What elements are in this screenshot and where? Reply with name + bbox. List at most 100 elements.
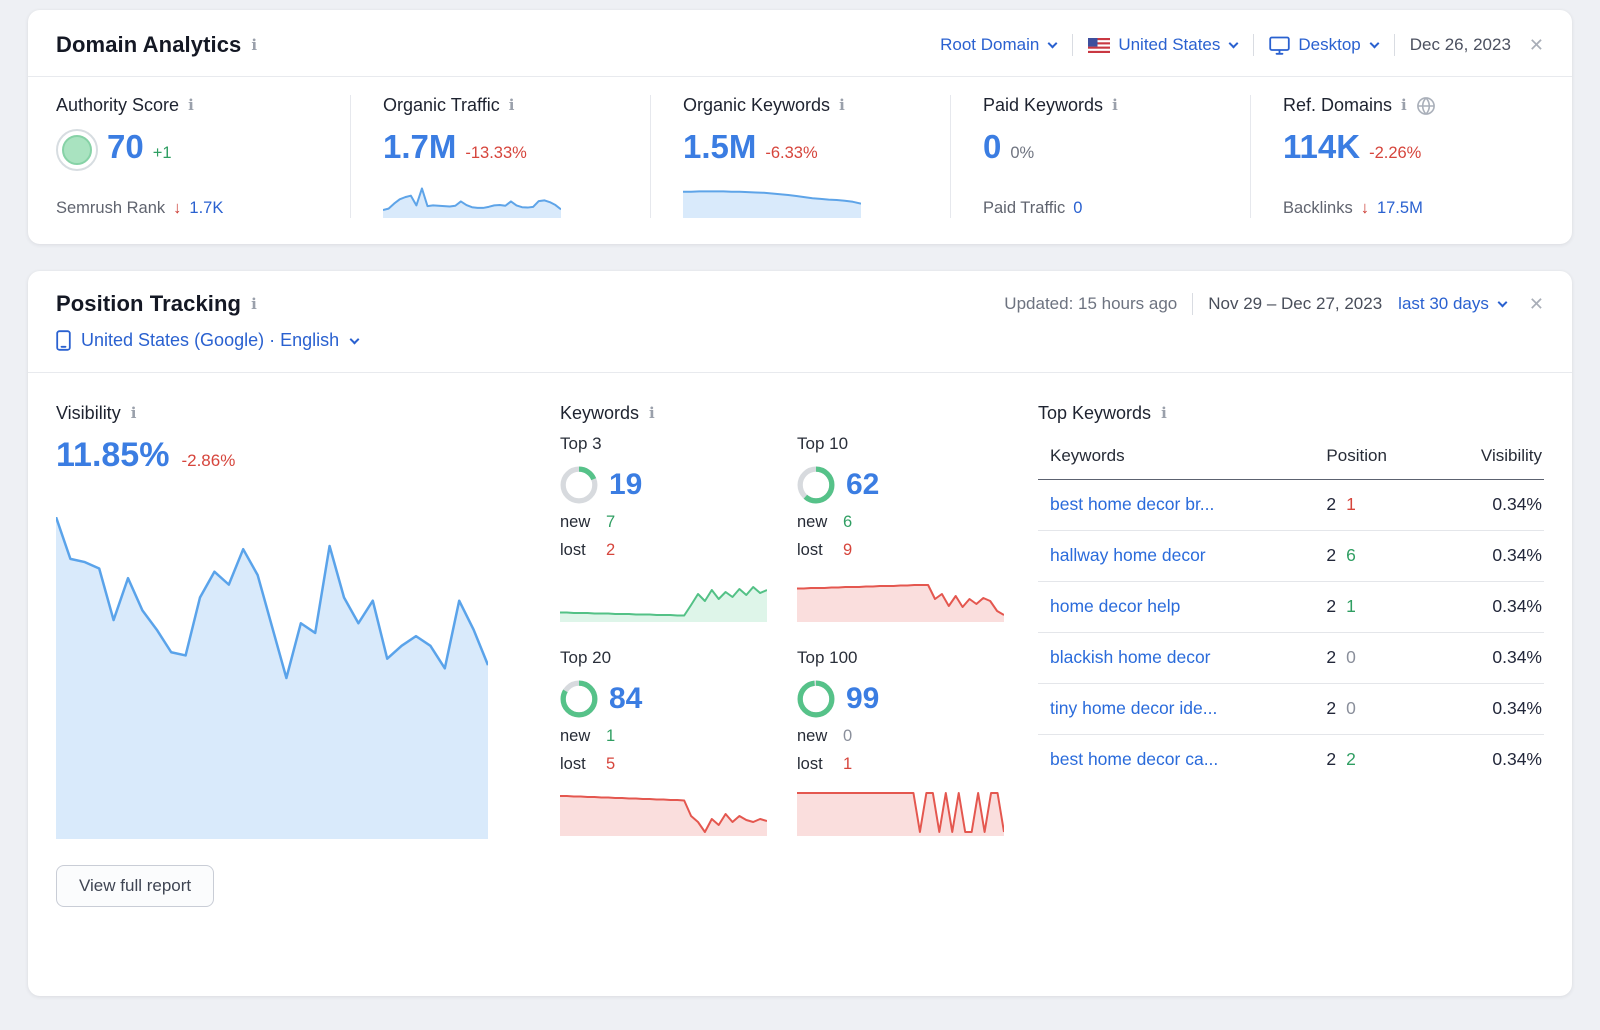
position-value: 2: [1326, 647, 1337, 667]
keyword-link[interactable]: home decor help: [1050, 596, 1181, 616]
metric-change: -13.33%: [465, 144, 527, 162]
info-icon[interactable]: i: [130, 404, 137, 422]
info-icon[interactable]: i: [251, 294, 257, 313]
info-icon[interactable]: i: [1401, 96, 1407, 114]
info-icon[interactable]: i: [839, 96, 845, 114]
mobile-phone-icon: [56, 330, 71, 351]
info-icon[interactable]: i: [508, 96, 515, 114]
metric-value: 70: [107, 128, 144, 165]
column-header-visibility: Visibility: [1427, 438, 1544, 480]
top100-donut-chart: [797, 680, 835, 718]
visibility-cell: 0.34%: [1492, 749, 1542, 769]
visibility-change: -2.86%: [181, 451, 236, 470]
metric-label: Paid Keywords: [983, 95, 1104, 115]
chevron-down-icon: [1228, 38, 1239, 49]
top10-donut-chart: [797, 466, 835, 504]
metric-value: 114K: [1283, 128, 1361, 165]
sub-metric-label: Paid Traffic: [983, 199, 1066, 217]
new-count: 7: [606, 513, 616, 531]
top-keywords-section: Top Keywords i Keywords Position Visibil…: [1038, 403, 1544, 839]
lost-label: lost: [797, 755, 823, 773]
metric-organic-traffic: Organic Traffic i 1.7M -13.33%: [350, 95, 650, 218]
lost-label: lost: [560, 755, 586, 773]
position-value: 2: [1326, 596, 1337, 616]
date-label: Dec 26, 2023: [1409, 35, 1511, 54]
keyword-link[interactable]: blackish home decor: [1050, 647, 1211, 667]
bucket-value: 84: [609, 682, 643, 715]
position-change: 6: [1346, 545, 1356, 565]
divider: [1192, 293, 1194, 315]
metric-value: 1.5M: [683, 128, 757, 165]
visibility-cell: 0.34%: [1427, 530, 1544, 582]
column-header-position: Position: [1326, 438, 1428, 480]
position-change: 0: [1346, 698, 1356, 718]
top20-sparkline: [560, 786, 767, 836]
view-full-report-button[interactable]: View full report: [56, 865, 215, 907]
country-dropdown[interactable]: United States: [1088, 35, 1239, 55]
position-value: 2: [1326, 545, 1337, 565]
info-icon[interactable]: i: [188, 96, 194, 114]
top-keywords-table: Keywords Position Visibility best home d…: [1038, 438, 1544, 785]
domain-analytics-panel: Domain Analytics i Root Domain United St…: [28, 10, 1572, 244]
sub-metric-label: Semrush Rank: [56, 199, 166, 217]
visibility-cell: 0.34%: [1427, 479, 1544, 531]
us-flag-icon: [1088, 37, 1111, 53]
divider: [1072, 34, 1074, 56]
visibility-value: 11.85%: [56, 436, 170, 474]
metric-change: -6.33%: [765, 144, 818, 162]
location-dropdown[interactable]: United States (Google) · English: [56, 330, 360, 351]
keyword-link[interactable]: hallway home decor: [1050, 545, 1206, 565]
semrush-rank-link[interactable]: 1.7K: [189, 199, 224, 217]
chevron-down-icon: [349, 334, 360, 344]
bucket-label: Top 10: [797, 434, 849, 453]
visibility-section: Visibility i 11.85% -2.86%: [56, 403, 526, 839]
lost-label: lost: [560, 541, 586, 559]
keyword-link[interactable]: best home decor ca...: [1050, 749, 1219, 769]
close-icon[interactable]: ✕: [1528, 294, 1544, 314]
top3-donut-chart: [560, 466, 598, 504]
metric-organic-keywords: Organic Keywords i 1.5M -6.33%: [650, 95, 950, 218]
bucket-label: Top 20: [560, 648, 612, 667]
keyword-bucket-top20: Top 20 84 new 1 lost 5: [560, 648, 767, 836]
backlinks-link[interactable]: 17.5M: [1376, 199, 1423, 217]
organic-traffic-sparkline: [383, 182, 561, 218]
device-dropdown[interactable]: Desktop: [1269, 35, 1380, 55]
metric-ref-domains: Ref. Domains i 114K -2.26% Backlinks ↓ 1…: [1250, 95, 1544, 218]
new-label: new: [797, 513, 828, 531]
keyword-bucket-top3: Top 3 19 new 7 lost 2: [560, 434, 767, 622]
info-icon[interactable]: i: [1112, 96, 1118, 114]
period-dropdown[interactable]: last 30 days: [1398, 294, 1508, 314]
metrics-row: Authority Score i 70 +1 Semrush Rank ↓ 1…: [28, 77, 1572, 244]
bucket-value: 99: [846, 682, 880, 715]
authority-score-gauge: [56, 129, 98, 171]
metric-label: Ref. Domains: [1283, 95, 1393, 115]
new-count: 1: [606, 727, 616, 745]
close-icon[interactable]: ✕: [1528, 35, 1544, 55]
desktop-icon: [1269, 36, 1291, 55]
visibility-cell: 0.34%: [1427, 683, 1544, 735]
top-keywords-label: Top Keywords: [1038, 403, 1152, 423]
keyword-link[interactable]: tiny home decor ide...: [1050, 698, 1218, 718]
root-domain-dropdown[interactable]: Root Domain: [940, 35, 1058, 55]
metric-label: Organic Keywords: [683, 95, 831, 115]
position-tracking-header: Position Tracking i Updated: 15 hours ag…: [28, 271, 1572, 373]
chevron-down-icon: [1497, 297, 1508, 308]
globe-icon[interactable]: [1416, 96, 1436, 116]
info-icon[interactable]: i: [649, 404, 655, 422]
keywords-label: Keywords: [560, 403, 640, 423]
keyword-bucket-top10: Top 10 62 new 6 lost 9: [797, 434, 1004, 622]
period-label: last 30 days: [1398, 294, 1489, 313]
date-range-label: Nov 29 – Dec 27, 2023: [1208, 294, 1383, 313]
lost-count: 9: [843, 541, 853, 559]
paid-traffic-link[interactable]: 0: [1073, 199, 1083, 217]
location-label: United States (Google) · English: [81, 330, 340, 350]
divider: [1253, 34, 1255, 56]
info-icon[interactable]: i: [1161, 404, 1167, 422]
page-title: Domain Analytics: [56, 32, 242, 57]
info-icon[interactable]: i: [251, 35, 258, 54]
keyword-link[interactable]: best home decor br...: [1050, 494, 1215, 514]
position-change: 2: [1346, 749, 1356, 769]
